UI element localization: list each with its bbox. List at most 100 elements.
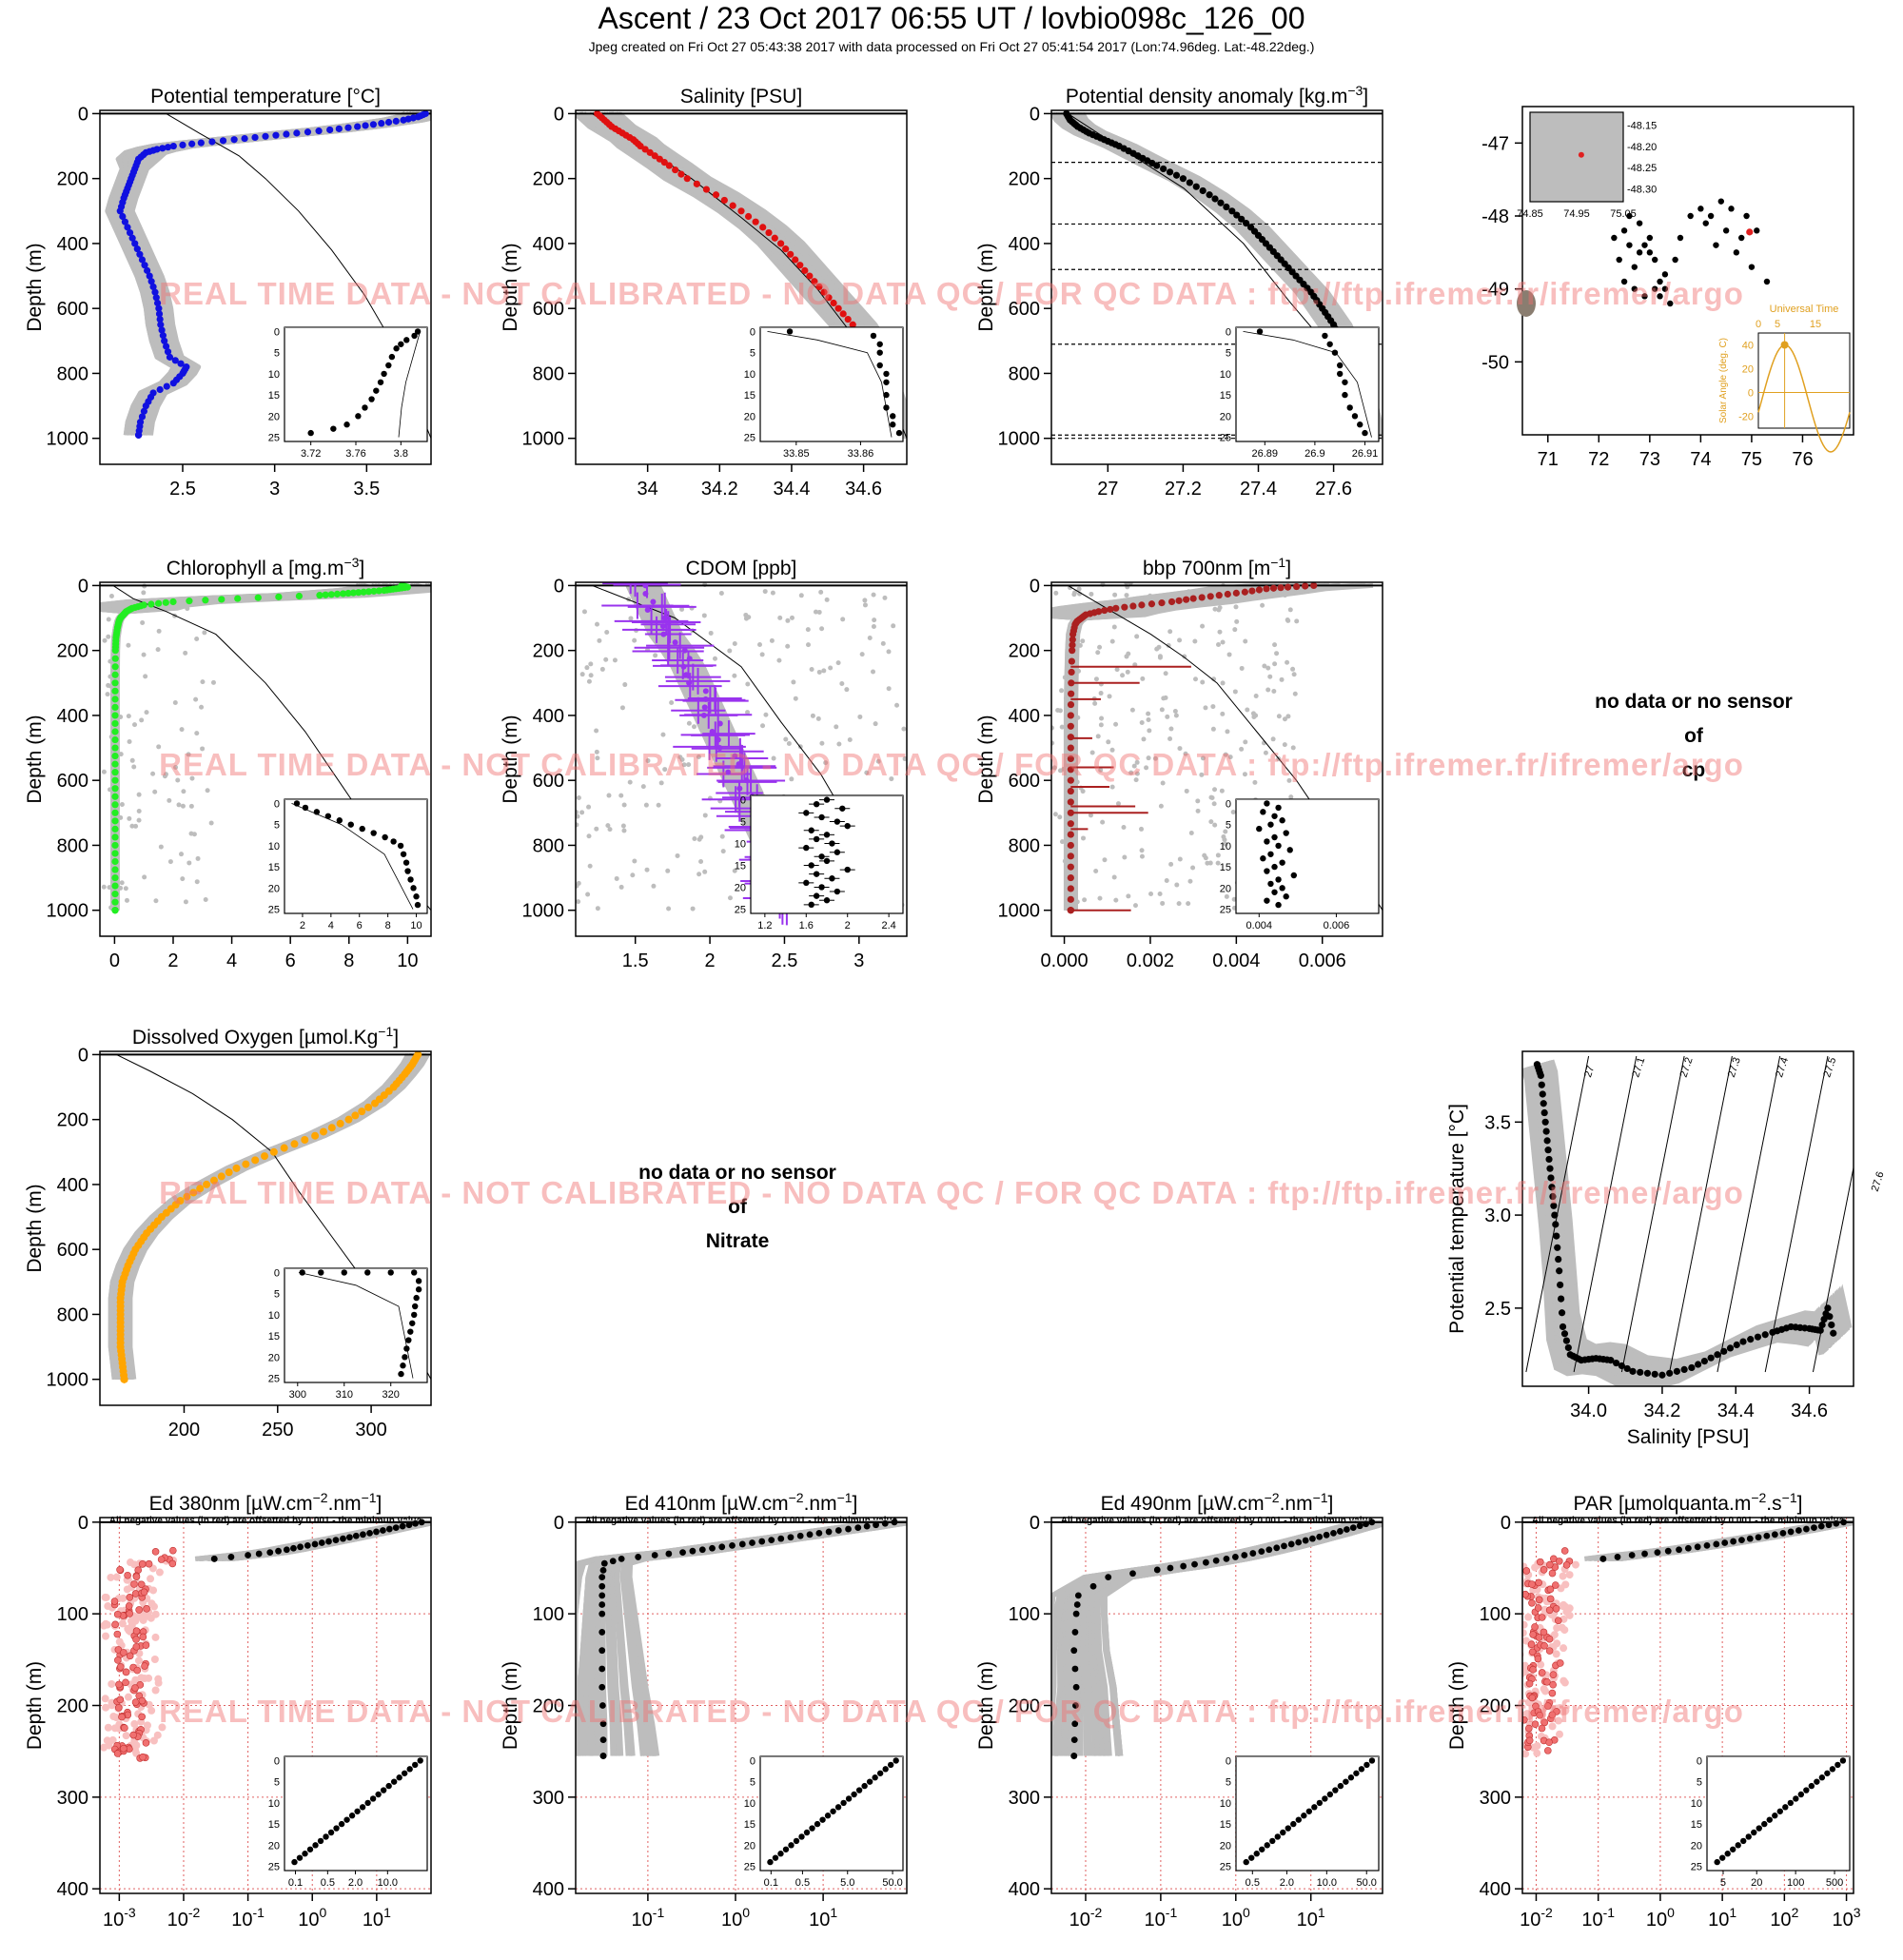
profile-point (316, 592, 324, 599)
inset-y-tick-label: 15 (1220, 862, 1231, 873)
profile-point (147, 278, 155, 285)
history-point (1062, 858, 1068, 864)
inset-point (1761, 1820, 1768, 1828)
profile-point (280, 1144, 288, 1152)
ts-point (1826, 1313, 1834, 1321)
inset-point (1818, 1774, 1826, 1781)
profile-point (651, 152, 658, 160)
inset-x-tick-label: 0.004 (1246, 920, 1273, 931)
profile-point (151, 288, 159, 296)
inset-point (1834, 1761, 1841, 1769)
y-tick-label: 600 (533, 299, 564, 320)
history-point (692, 836, 697, 842)
float-position (1657, 293, 1663, 300)
inset-frame (284, 326, 428, 442)
history-point (1265, 665, 1271, 671)
float-position (1754, 227, 1760, 234)
y-tick-label: 0 (78, 1513, 88, 1534)
inset-point (323, 1833, 329, 1840)
inset-point (1363, 1761, 1370, 1769)
profile-point (1121, 603, 1128, 611)
inset-point (1274, 1833, 1281, 1840)
inset-point (385, 362, 392, 369)
profile-point (1228, 207, 1236, 215)
profile-point (111, 825, 119, 833)
profile-point (1069, 636, 1076, 643)
profile-point (255, 1550, 263, 1558)
profile-point (1641, 1550, 1648, 1558)
profile-point (152, 294, 160, 302)
history-point (632, 637, 638, 643)
profile-point (1112, 604, 1120, 612)
history-point (101, 769, 107, 774)
isopycnal-line (1717, 1055, 1781, 1373)
profile-point (1363, 1520, 1369, 1528)
inset-point (1271, 833, 1278, 841)
y-tick-label: -47 (1481, 133, 1509, 154)
profile-point (121, 218, 129, 225)
negative-point (132, 1627, 141, 1636)
inset-point (302, 804, 309, 812)
par-profile-chart: PAR [µmolquanta.m−2.s−1]All negative val… (1446, 1490, 1861, 1931)
history-point (1183, 751, 1188, 756)
float-position (1667, 300, 1674, 307)
history-point (1220, 680, 1226, 686)
profile-point (269, 1147, 278, 1156)
x-tick-label: 73 (1639, 449, 1660, 470)
profile-point (806, 1531, 814, 1539)
history-point (669, 699, 675, 705)
float-position (1631, 264, 1638, 270)
profile-point (1273, 1544, 1281, 1552)
y-axis-label: Depth (m) (975, 715, 997, 803)
profile-point (1071, 1665, 1079, 1673)
isopycnal-label: 27.2 (1678, 1056, 1696, 1079)
profile-point (111, 873, 119, 882)
history-point (586, 804, 592, 810)
negative-point (1556, 1659, 1564, 1667)
history-point (872, 617, 877, 623)
history-point (1217, 629, 1223, 635)
inset-point (1248, 1854, 1255, 1861)
page-subtitle: Jpeg created on Fri Oct 27 05:43:38 2017… (588, 39, 1315, 54)
history-point (1161, 696, 1167, 701)
history-point (126, 714, 131, 719)
y-tick-label: 800 (1009, 835, 1040, 856)
history-point (894, 702, 900, 708)
negative-history-point (1522, 1741, 1526, 1750)
inset-point (1347, 1774, 1355, 1781)
history-point (823, 760, 829, 766)
x-tick-label: 34.0 (1570, 1401, 1607, 1421)
profile-point (295, 592, 304, 600)
ts-point (1818, 1321, 1826, 1329)
inset-y-tick-label: 0 (1697, 1755, 1702, 1767)
profile-point (111, 663, 119, 671)
plot-frame (99, 109, 432, 465)
inset-y-tick-label: 20 (268, 411, 280, 422)
profile-point (111, 719, 119, 728)
profile-point (147, 600, 155, 608)
ts-point (1830, 1329, 1837, 1337)
profile-point (796, 262, 804, 269)
profile-point (1138, 601, 1146, 609)
negative-point (113, 1630, 122, 1638)
no-data-cp-line3: cp (1681, 759, 1706, 781)
inset-point (1331, 349, 1339, 356)
solar-x-tick-label: 15 (1810, 319, 1821, 330)
profile-point (225, 1168, 233, 1177)
history-point (632, 858, 638, 864)
inset-point (1305, 1808, 1313, 1814)
inset-point (1343, 1778, 1349, 1785)
y-tick-label: 200 (57, 169, 88, 190)
inset-point (1271, 863, 1278, 871)
inset-point (1267, 880, 1274, 888)
profile-point (203, 1180, 211, 1188)
negative-point (1545, 1635, 1554, 1643)
profile-point (1167, 1564, 1174, 1572)
history-point (1131, 763, 1137, 769)
history-point (1160, 900, 1166, 906)
negative-point (122, 1668, 130, 1676)
history-point (727, 648, 733, 654)
history-point (1195, 798, 1201, 804)
history-point (891, 623, 896, 629)
